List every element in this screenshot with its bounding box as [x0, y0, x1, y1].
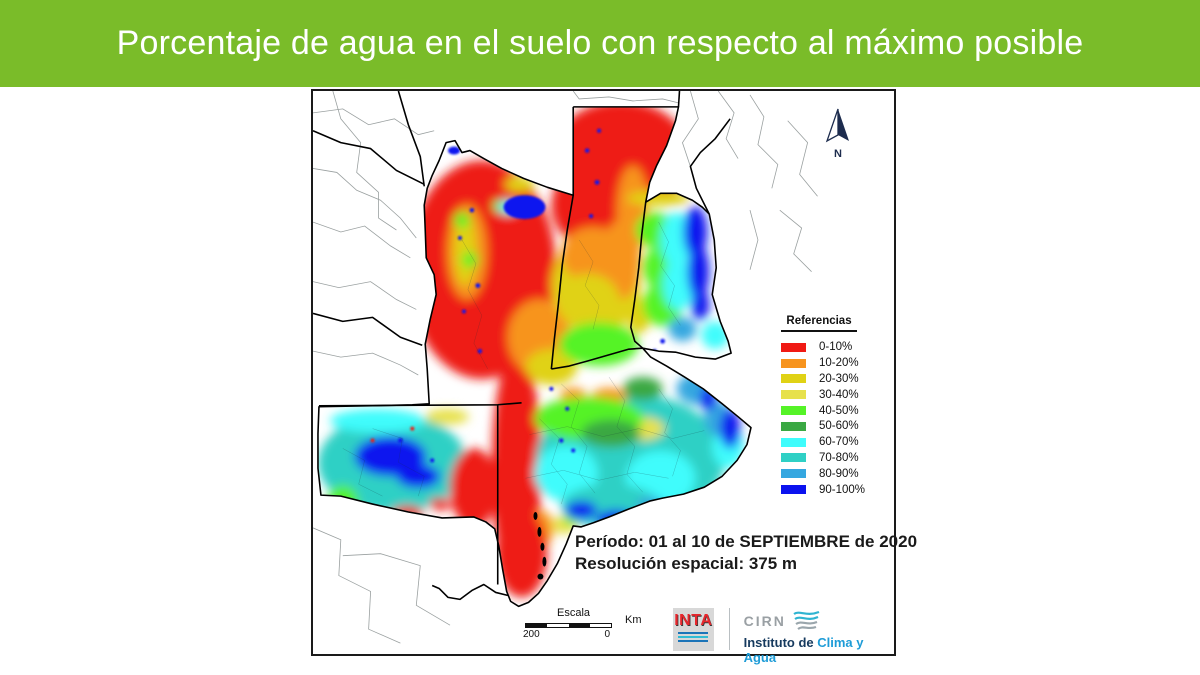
- estuary-islands: [533, 512, 547, 580]
- inta-logo: INTA: [673, 608, 714, 651]
- credits-divider: [728, 608, 730, 650]
- scale-bar-graphic: [525, 623, 612, 628]
- compass-icon: [825, 108, 849, 143]
- resolution-text: Resolución espacial: 375 m: [575, 554, 798, 573]
- water-bodies: [370, 128, 665, 463]
- legend-item: 40-50%: [781, 403, 891, 419]
- legend-item-label: 0-10%: [819, 341, 853, 354]
- inta-logo-stripes: [678, 632, 709, 642]
- legend-item: 60-70%: [781, 434, 891, 450]
- legend-swatch: [781, 421, 806, 431]
- scale-segment: [547, 624, 569, 627]
- legend-swatch: [781, 342, 806, 352]
- scale-start-value: 200: [523, 629, 540, 640]
- cirn-logo: CIRN Instituto de Clima y Agua: [744, 608, 894, 665]
- north-arrow: N: [818, 107, 858, 160]
- period-text: Período: 01 al 10 de SEPTIEMBRE de 2020: [575, 532, 918, 551]
- legend-swatch: [781, 453, 806, 463]
- scale-end-value: 0: [604, 629, 610, 640]
- legend-swatch: [781, 437, 806, 447]
- legend-item-label: 90-100%: [819, 483, 866, 496]
- map-graphic: [313, 91, 818, 644]
- soil-moisture-raster: [317, 106, 745, 598]
- legend-swatch: [781, 374, 806, 384]
- page-title: Porcentaje de agua en el suelo con respe…: [116, 24, 1084, 62]
- legend-swatch: [781, 390, 806, 400]
- legend-item: 90-100%: [781, 482, 891, 498]
- map-info: Período: 01 al 10 de SEPTIEMBRE de 2020 …: [575, 531, 918, 575]
- scale-segment: [568, 624, 590, 627]
- legend-item: 20-30%: [781, 371, 891, 387]
- legend-item: 50-60%: [781, 418, 891, 434]
- inta-logo-text: INTA: [674, 612, 713, 629]
- legend-item: 80-90%: [781, 466, 891, 482]
- legend-swatch: [781, 485, 806, 495]
- legend-item: 30-40%: [781, 387, 891, 403]
- scale-unit: Km: [625, 614, 642, 626]
- institute-name: Instituto de Clima y Agua: [744, 635, 894, 665]
- province-borders: [313, 91, 752, 608]
- map-frame: N Referencias 0-10% 10-20% 20-30% 30-40% 40-…: [311, 89, 918, 665]
- legend-item-label: 20-30%: [819, 372, 859, 385]
- legend-item: 10-20%: [781, 355, 891, 371]
- institute-name-highlight: Clima y Agua: [743, 635, 864, 665]
- legend-item-label: 30-40%: [819, 388, 859, 401]
- north-label: N: [834, 148, 842, 160]
- wave-icon: [793, 610, 820, 630]
- credits: INTA CIRN: [673, 608, 894, 665]
- legend-item-label: 40-50%: [819, 404, 859, 417]
- legend-item-label: 70-80%: [819, 451, 859, 464]
- scale-segment: [589, 624, 611, 627]
- cirn-logo-text: CIRN: [743, 613, 786, 629]
- legend-item-label: 60-70%: [819, 436, 859, 449]
- legend-item-label: 80-90%: [819, 467, 859, 480]
- legend-item: 0-10%: [781, 340, 891, 356]
- legend-rule: [781, 330, 857, 332]
- scale-numbers: 200 0: [523, 628, 612, 640]
- background-boundary-lines: [313, 91, 818, 644]
- scale-bar: Escala 200 0 Km: [523, 607, 655, 640]
- legend-item-label: 50-60%: [819, 420, 859, 433]
- institute-name-prefix: Instituto de: [743, 635, 818, 650]
- legend-title: Referencias: [786, 315, 852, 327]
- legend: Referencias 0-10% 10-20% 20-30% 30-40% 40-50…: [781, 315, 891, 497]
- legend-item: 70-80%: [781, 450, 891, 466]
- legend-item-label: 10-20%: [819, 357, 859, 370]
- legend-swatch: [781, 406, 806, 416]
- department-lines: [342, 221, 705, 505]
- legend-rows: 0-10% 10-20% 20-30% 30-40% 40-50% 50-60% 60-70…: [781, 340, 891, 498]
- scale-label: Escala: [557, 607, 591, 619]
- legend-swatch: [781, 358, 806, 368]
- legend-swatch: [781, 469, 806, 479]
- banner: Porcentaje de agua en el suelo con respe…: [0, 0, 1200, 87]
- scale-segment: [526, 624, 548, 627]
